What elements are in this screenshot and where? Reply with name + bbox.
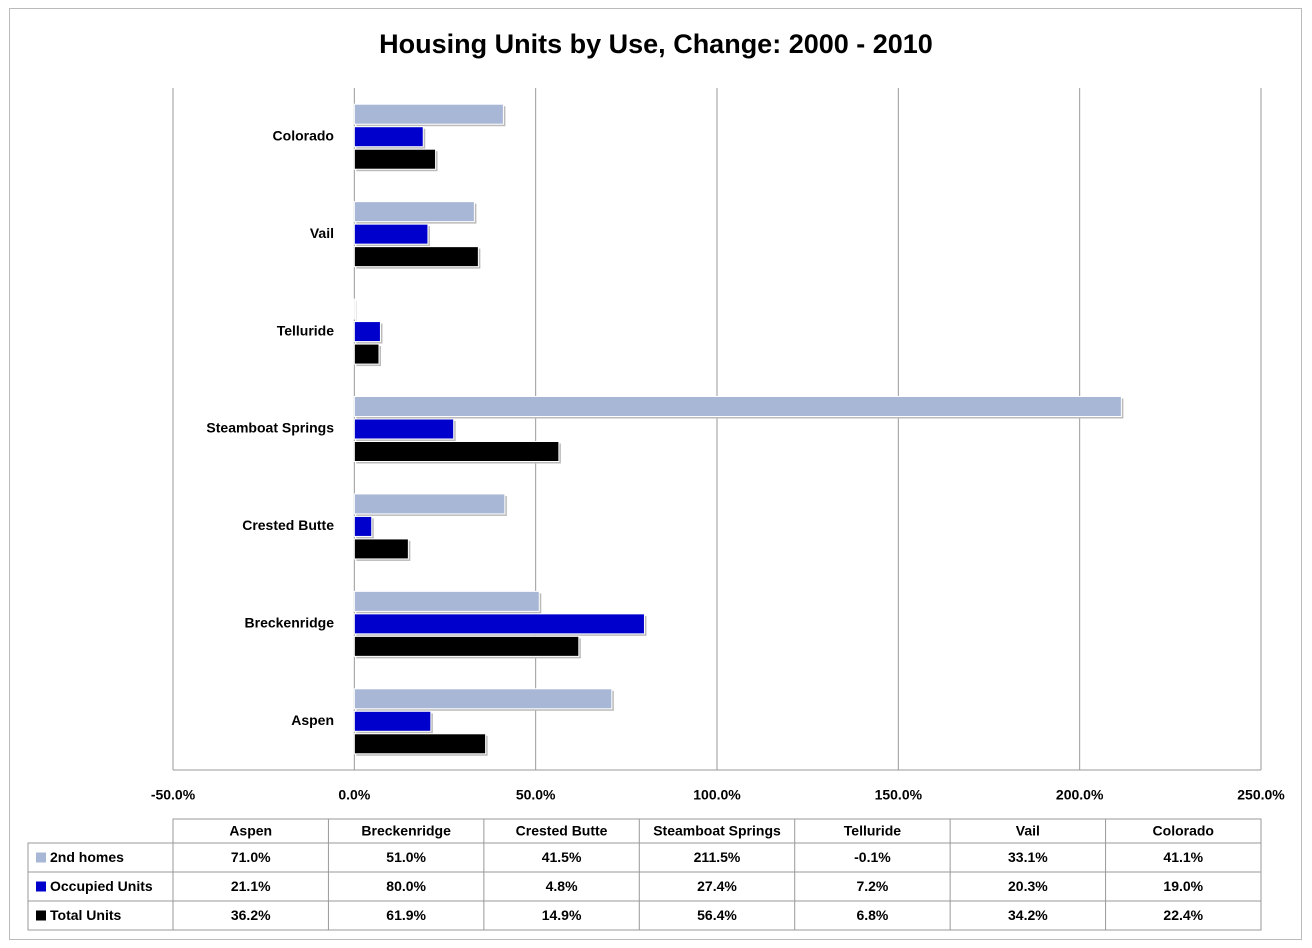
- bar: [353, 126, 424, 148]
- table-cell: 14.9%: [542, 907, 582, 923]
- table-cell: 19.0%: [1163, 878, 1203, 894]
- bar: [353, 538, 409, 560]
- table-cell: 211.5%: [694, 849, 741, 865]
- table-header: Crested Butte: [516, 823, 608, 839]
- table-header: Breckenridge: [361, 823, 451, 839]
- bar: [353, 733, 487, 755]
- bar: [353, 148, 437, 170]
- bar: [353, 493, 506, 515]
- table-frame: [27, 842, 1262, 931]
- bar: [353, 441, 560, 462]
- table-cell: 6.8%: [856, 907, 888, 923]
- legend-key: [36, 852, 46, 863]
- y-tick-label: Colorado: [273, 127, 334, 143]
- bar: [353, 321, 381, 343]
- table-cell: 7.2%: [856, 878, 888, 894]
- x-tick-label: -50.0%: [151, 787, 196, 803]
- table-header: Colorado: [1153, 823, 1214, 839]
- y-tick-label: Breckenridge: [245, 615, 335, 631]
- table-cell: 51.0%: [386, 849, 426, 865]
- table-cell: 22.4%: [1163, 907, 1203, 923]
- legend-key: [36, 881, 46, 892]
- table-cell: 80.0%: [386, 878, 426, 894]
- table-header: Aspen: [229, 823, 272, 839]
- bar: [353, 223, 429, 245]
- bar: [353, 103, 504, 125]
- table-cell: 20.3%: [1008, 878, 1048, 894]
- x-tick-label: 150.0%: [875, 787, 923, 803]
- y-tick-label: Telluride: [277, 322, 335, 338]
- bar: [353, 635, 580, 657]
- y-tick-label: Vail: [310, 225, 334, 241]
- y-tick-label: Aspen: [291, 712, 334, 728]
- bar: [353, 201, 475, 223]
- table-cell: 61.9%: [386, 907, 426, 923]
- x-tick-label: 0.0%: [338, 787, 370, 803]
- chart-frame: [9, 8, 1302, 940]
- table-cell: 4.8%: [546, 878, 578, 894]
- bar: [353, 418, 455, 440]
- legend-key: [36, 910, 46, 921]
- table-header: Telluride: [844, 823, 902, 839]
- x-tick-label: 100.0%: [693, 787, 741, 803]
- legend-label: 2nd homes: [50, 849, 124, 865]
- table-cell: 27.4%: [697, 878, 737, 894]
- bar: [353, 396, 1122, 417]
- table-cell: 36.2%: [231, 907, 271, 923]
- legend-label: Occupied Units: [50, 878, 153, 894]
- table-cell: 41.5%: [542, 849, 582, 865]
- x-tick-label: 250.0%: [1237, 787, 1285, 803]
- bar: [353, 688, 613, 710]
- bar: [353, 710, 432, 732]
- chart-title: Housing Units by Use, Change: 2000 - 201…: [379, 29, 933, 59]
- table-cell: -0.1%: [854, 849, 891, 865]
- bar: [353, 590, 540, 612]
- table-cell: 56.4%: [697, 907, 737, 923]
- table-cell: 41.1%: [1163, 849, 1203, 865]
- table-cell: 33.1%: [1008, 849, 1048, 865]
- bar: [353, 246, 479, 268]
- table-header: Vail: [1016, 823, 1040, 839]
- legend-label: Total Units: [50, 907, 122, 923]
- table-cell: 71.0%: [231, 849, 271, 865]
- table-cell: 21.1%: [231, 878, 271, 894]
- x-tick-label: 50.0%: [516, 787, 556, 803]
- y-tick-label: Crested Butte: [242, 517, 334, 533]
- table-cell: 34.2%: [1008, 907, 1048, 923]
- bar: [353, 613, 645, 635]
- table-header: Steamboat Springs: [653, 823, 781, 839]
- bar: [353, 515, 373, 537]
- y-tick-label: Steamboat Springs: [206, 420, 334, 436]
- bar: [353, 343, 380, 365]
- x-tick-label: 200.0%: [1056, 787, 1104, 803]
